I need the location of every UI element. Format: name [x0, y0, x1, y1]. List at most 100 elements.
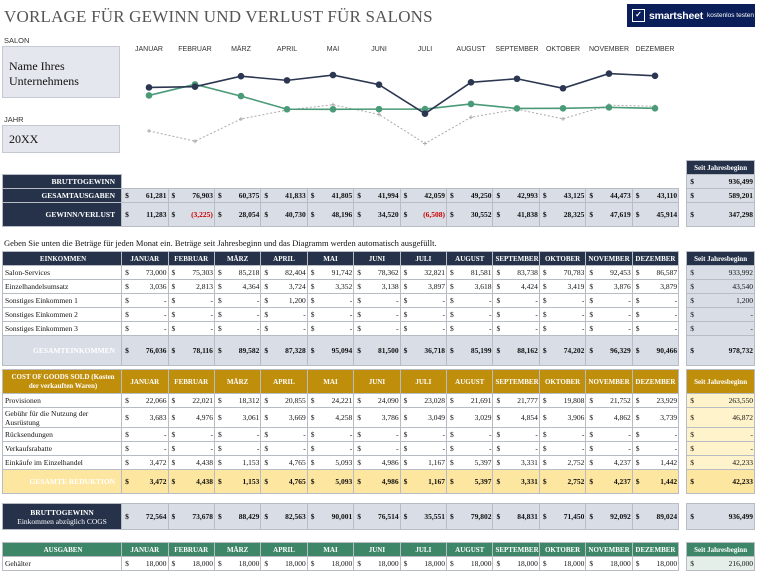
amount-cell[interactable]: $ - — [121, 307, 169, 322]
ytd-cell[interactable]: $263,550 — [686, 393, 755, 408]
amount-cell[interactable]: $ - — [306, 441, 355, 456]
amount-cell[interactable]: $81,581 — [446, 265, 494, 280]
amount-cell[interactable]: $83,738 — [492, 265, 540, 280]
amount-cell[interactable]: $45,914 — [631, 202, 680, 227]
amount-cell[interactable]: $73,678 — [167, 503, 215, 530]
amount-cell[interactable]: $ - — [492, 307, 540, 322]
ytd-cell[interactable]: $ - — [686, 427, 755, 442]
amount-cell[interactable]: $82,404 — [260, 265, 308, 280]
amount-cell[interactable]: $89,582 — [213, 335, 262, 366]
amount-cell[interactable]: $40,730 — [260, 202, 308, 227]
amount-cell[interactable]: $18,000 — [121, 556, 169, 571]
amount-cell[interactable]: $4,976 — [167, 407, 215, 428]
amount-cell[interactable]: $ - — [631, 321, 680, 336]
amount-cell[interactable]: $3,331 — [492, 469, 540, 494]
amount-cell[interactable]: $74,202 — [538, 335, 587, 366]
amount-cell[interactable]: $48,196 — [306, 202, 355, 227]
smartsheet-logo[interactable]: ✓ smartsheet kostenlos testen — [627, 4, 755, 27]
amount-cell[interactable]: $34,520 — [353, 202, 401, 227]
amount-cell[interactable]: $73,000 — [121, 265, 169, 280]
amount-cell[interactable]: $3,036 — [121, 279, 169, 294]
amount-cell[interactable]: $18,000 — [213, 556, 262, 571]
amount-cell[interactable]: $76,036 — [121, 335, 169, 366]
amount-cell[interactable]: $ - — [121, 293, 169, 308]
amount-cell[interactable]: $ - — [585, 441, 633, 456]
amount-cell[interactable]: $ - — [260, 441, 308, 456]
amount-cell[interactable]: $ - — [446, 321, 494, 336]
amount-cell[interactable]: $ - — [631, 307, 680, 322]
amount-cell[interactable]: $18,000 — [260, 556, 308, 571]
amount-cell[interactable]: $ - — [167, 321, 215, 336]
amount-cell[interactable]: $1,442 — [631, 469, 680, 494]
amount-cell[interactable]: $ - — [492, 293, 540, 308]
amount-cell[interactable]: $3,739 — [631, 407, 680, 428]
amount-cell[interactable]: $3,419 — [538, 279, 587, 294]
amount-cell[interactable]: $43,125 — [538, 188, 587, 203]
amount-cell[interactable]: $88,162 — [492, 335, 540, 366]
amount-cell[interactable]: $ - — [121, 321, 169, 336]
amount-cell[interactable]: $3,029 — [446, 407, 494, 428]
amount-cell[interactable]: $24,221 — [306, 393, 355, 408]
amount-cell[interactable]: $ - — [399, 441, 448, 456]
amount-cell[interactable]: $3,138 — [353, 279, 401, 294]
amount-cell[interactable]: $ - — [399, 427, 448, 442]
amount-cell[interactable]: $ - — [353, 427, 401, 442]
amount-cell[interactable]: $ - — [399, 321, 448, 336]
amount-cell[interactable]: $3,669 — [260, 407, 308, 428]
amount-cell[interactable]: $60,375 — [213, 188, 262, 203]
amount-cell[interactable]: $ - — [492, 427, 540, 442]
amount-cell[interactable]: $41,833 — [260, 188, 308, 203]
amount-cell[interactable]: $ - — [585, 293, 633, 308]
amount-cell[interactable]: $2,752 — [538, 469, 587, 494]
amount-cell[interactable]: $ - — [167, 427, 215, 442]
amount-cell[interactable]: $41,994 — [353, 188, 401, 203]
amount-cell[interactable]: $4,258 — [306, 407, 355, 428]
amount-cell[interactable]: $88,429 — [213, 503, 262, 530]
amount-cell[interactable]: $43,110 — [631, 188, 680, 203]
amount-cell[interactable]: $3,906 — [538, 407, 587, 428]
amount-cell[interactable]: $ - — [167, 441, 215, 456]
ytd-cell[interactable]: $42,233 — [686, 455, 755, 470]
amount-cell[interactable]: $90,001 — [306, 503, 355, 530]
amount-cell[interactable]: $28,054 — [213, 202, 262, 227]
amount-cell[interactable]: $21,752 — [585, 393, 633, 408]
amount-cell[interactable]: $ - — [353, 307, 401, 322]
ytd-cell[interactable]: $216,000 — [686, 556, 755, 571]
amount-cell[interactable]: $ - — [260, 307, 308, 322]
amount-cell[interactable]: $61,281 — [121, 188, 169, 203]
amount-cell[interactable]: $ - — [306, 307, 355, 322]
amount-cell[interactable]: $79,802 — [446, 503, 494, 530]
amount-cell[interactable]: $3,061 — [213, 407, 262, 428]
amount-cell[interactable]: $1,167 — [399, 469, 448, 494]
amount-cell[interactable]: $76,514 — [353, 503, 401, 530]
amount-cell[interactable]: $5,093 — [306, 455, 355, 470]
amount-cell[interactable]: $ - — [538, 293, 587, 308]
amount-cell[interactable]: $4,862 — [585, 407, 633, 428]
amount-cell[interactable]: $18,000 — [167, 556, 215, 571]
amount-cell[interactable]: $76,903 — [167, 188, 215, 203]
amount-cell[interactable]: $3,724 — [260, 279, 308, 294]
amount-cell[interactable]: $ - — [353, 441, 401, 456]
amount-cell[interactable]: $ - — [538, 427, 587, 442]
amount-cell[interactable]: $18,312 — [213, 393, 262, 408]
amount-cell[interactable]: $ - — [631, 427, 680, 442]
amount-cell[interactable]: $20,855 — [260, 393, 308, 408]
year-field[interactable]: 20XX — [2, 125, 120, 153]
amount-cell[interactable]: $86,587 — [631, 265, 680, 280]
amount-cell[interactable]: $35,551 — [399, 503, 448, 530]
amount-cell[interactable]: $87,328 — [260, 335, 308, 366]
ytd-cell[interactable]: $589,201 — [686, 188, 755, 203]
amount-cell[interactable]: $89,024 — [631, 503, 680, 530]
amount-cell[interactable]: $22,021 — [167, 393, 215, 408]
amount-cell[interactable]: $81,500 — [353, 335, 401, 366]
amount-cell[interactable]: $ - — [121, 441, 169, 456]
amount-cell[interactable]: $18,000 — [631, 556, 680, 571]
amount-cell[interactable]: $4,237 — [585, 455, 633, 470]
amount-cell[interactable]: $42,993 — [492, 188, 540, 203]
amount-cell[interactable]: $92,453 — [585, 265, 633, 280]
amount-cell[interactable]: $ - — [121, 427, 169, 442]
amount-cell[interactable]: $ - — [213, 307, 262, 322]
ytd-cell[interactable]: $43,540 — [686, 279, 755, 294]
amount-cell[interactable]: $ - — [585, 427, 633, 442]
amount-cell[interactable]: $4,438 — [167, 469, 215, 494]
